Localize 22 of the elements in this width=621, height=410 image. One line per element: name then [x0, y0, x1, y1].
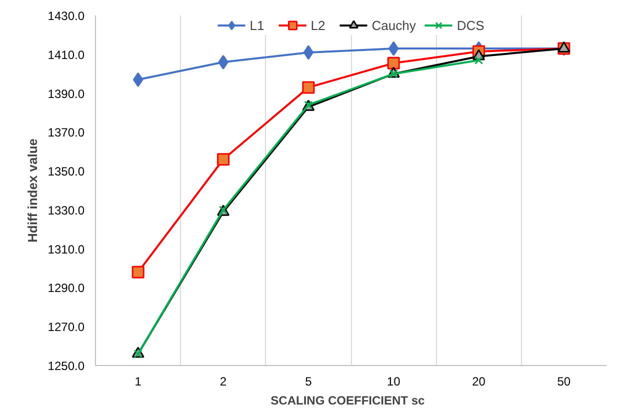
x-tick-label: 50	[557, 374, 571, 388]
y-tick-label: 1390.0	[48, 86, 85, 101]
x-tick-label: 1	[134, 374, 142, 388]
y-axis-title: Hdiff index value	[24, 138, 40, 243]
x-axis-title: SCALING COEFFICIENT sc	[270, 394, 425, 408]
x-tick-label: 5	[305, 374, 312, 388]
y-tick-label: 1270.0	[48, 320, 85, 334]
y-tick-label: 1370.0	[48, 126, 85, 140]
legend-label: L2	[310, 18, 326, 32]
x-tick-label: 20	[472, 374, 486, 388]
legend-label: L1	[250, 18, 266, 32]
legend-label: Cauchy	[372, 18, 416, 32]
y-tick-label: 1330.0	[48, 203, 85, 218]
y-tick-label: 1350.0	[48, 164, 85, 179]
y-tick-label: 1310.0	[48, 242, 85, 256]
y-tick-label: 1410.0	[48, 48, 85, 62]
y-tick-label: 1290.0	[48, 281, 85, 296]
x-tick-label: 10	[386, 374, 401, 388]
x-tick-label: 2	[220, 374, 227, 388]
legend-label: DCS	[456, 18, 484, 32]
y-tick-label: 1250.0	[48, 359, 85, 373]
y-tick-label: 1430.0	[48, 9, 85, 23]
